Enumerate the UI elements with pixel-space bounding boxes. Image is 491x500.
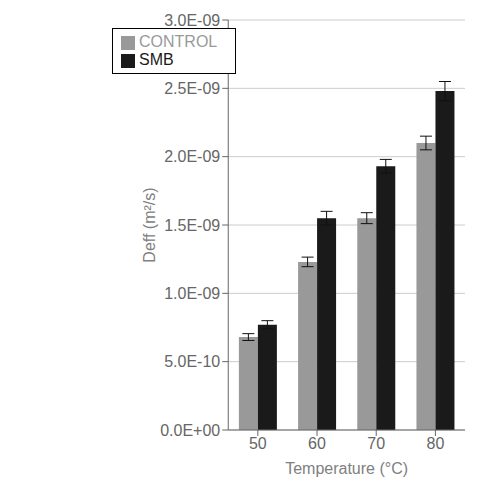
svg-text:1.0E-09: 1.0E-09 [164, 285, 220, 302]
svg-text:1.5E-09: 1.5E-09 [164, 217, 220, 234]
svg-text:60: 60 [308, 435, 326, 452]
svg-text:5.0E-10: 5.0E-10 [164, 353, 220, 370]
html-text:SMB: SMB [139, 51, 174, 68]
svg-text:70: 70 [367, 435, 385, 452]
html-text:CONTROL: CONTROL [139, 33, 218, 50]
svg-text:Temperature (°C): Temperature (°C) [285, 460, 408, 477]
svg-text:Deff (m²/s): Deff (m²/s) [141, 187, 158, 262]
svg-text:2.5E-09: 2.5E-09 [164, 80, 220, 97]
svg-text:50: 50 [249, 435, 267, 452]
svg-text:0.0E+00: 0.0E+00 [160, 422, 220, 439]
svg-text:2.0E-09: 2.0E-09 [164, 148, 220, 165]
svg-text:80: 80 [427, 435, 445, 452]
svg-text:3.0E-09: 3.0E-09 [164, 12, 220, 29]
